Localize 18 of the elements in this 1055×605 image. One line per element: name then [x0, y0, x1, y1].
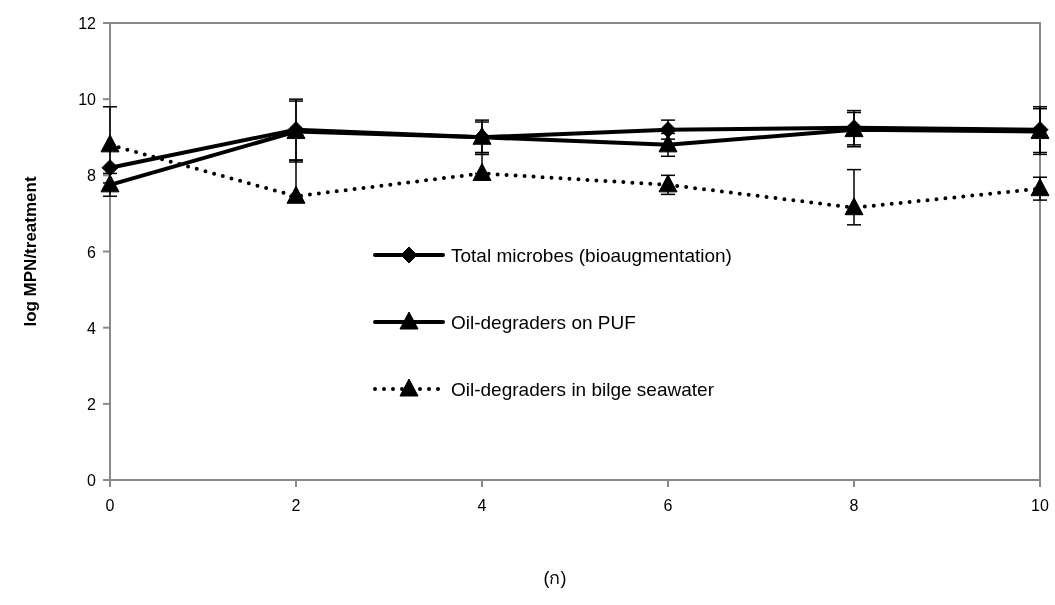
y-tick-label: 12 [78, 15, 97, 32]
x-tick-label: 2 [291, 497, 301, 514]
legend-label: Oil-degraders on PUF [451, 312, 636, 333]
y-tick-label: 0 [87, 472, 97, 489]
x-tick-label: 6 [663, 497, 673, 514]
y-tick-label: 6 [87, 243, 97, 261]
y-tick-label: 8 [87, 167, 97, 185]
y-tick-label: 10 [78, 91, 97, 109]
x-tick-label: 4 [477, 497, 487, 514]
y-axis-title: log MPN/treatment [21, 176, 40, 327]
y-tick-label: 4 [87, 319, 97, 337]
x-tick-label: 8 [849, 497, 859, 514]
x-tick-label: 0 [105, 497, 115, 514]
text: (ก) [543, 568, 567, 588]
y-tick-label: 2 [87, 395, 97, 413]
legend-label: Oil-degraders in bilge seawater [451, 379, 715, 400]
legend-label: Total microbes (bioaugmentation) [451, 245, 732, 266]
x-tick-label: 10 [1031, 497, 1049, 514]
